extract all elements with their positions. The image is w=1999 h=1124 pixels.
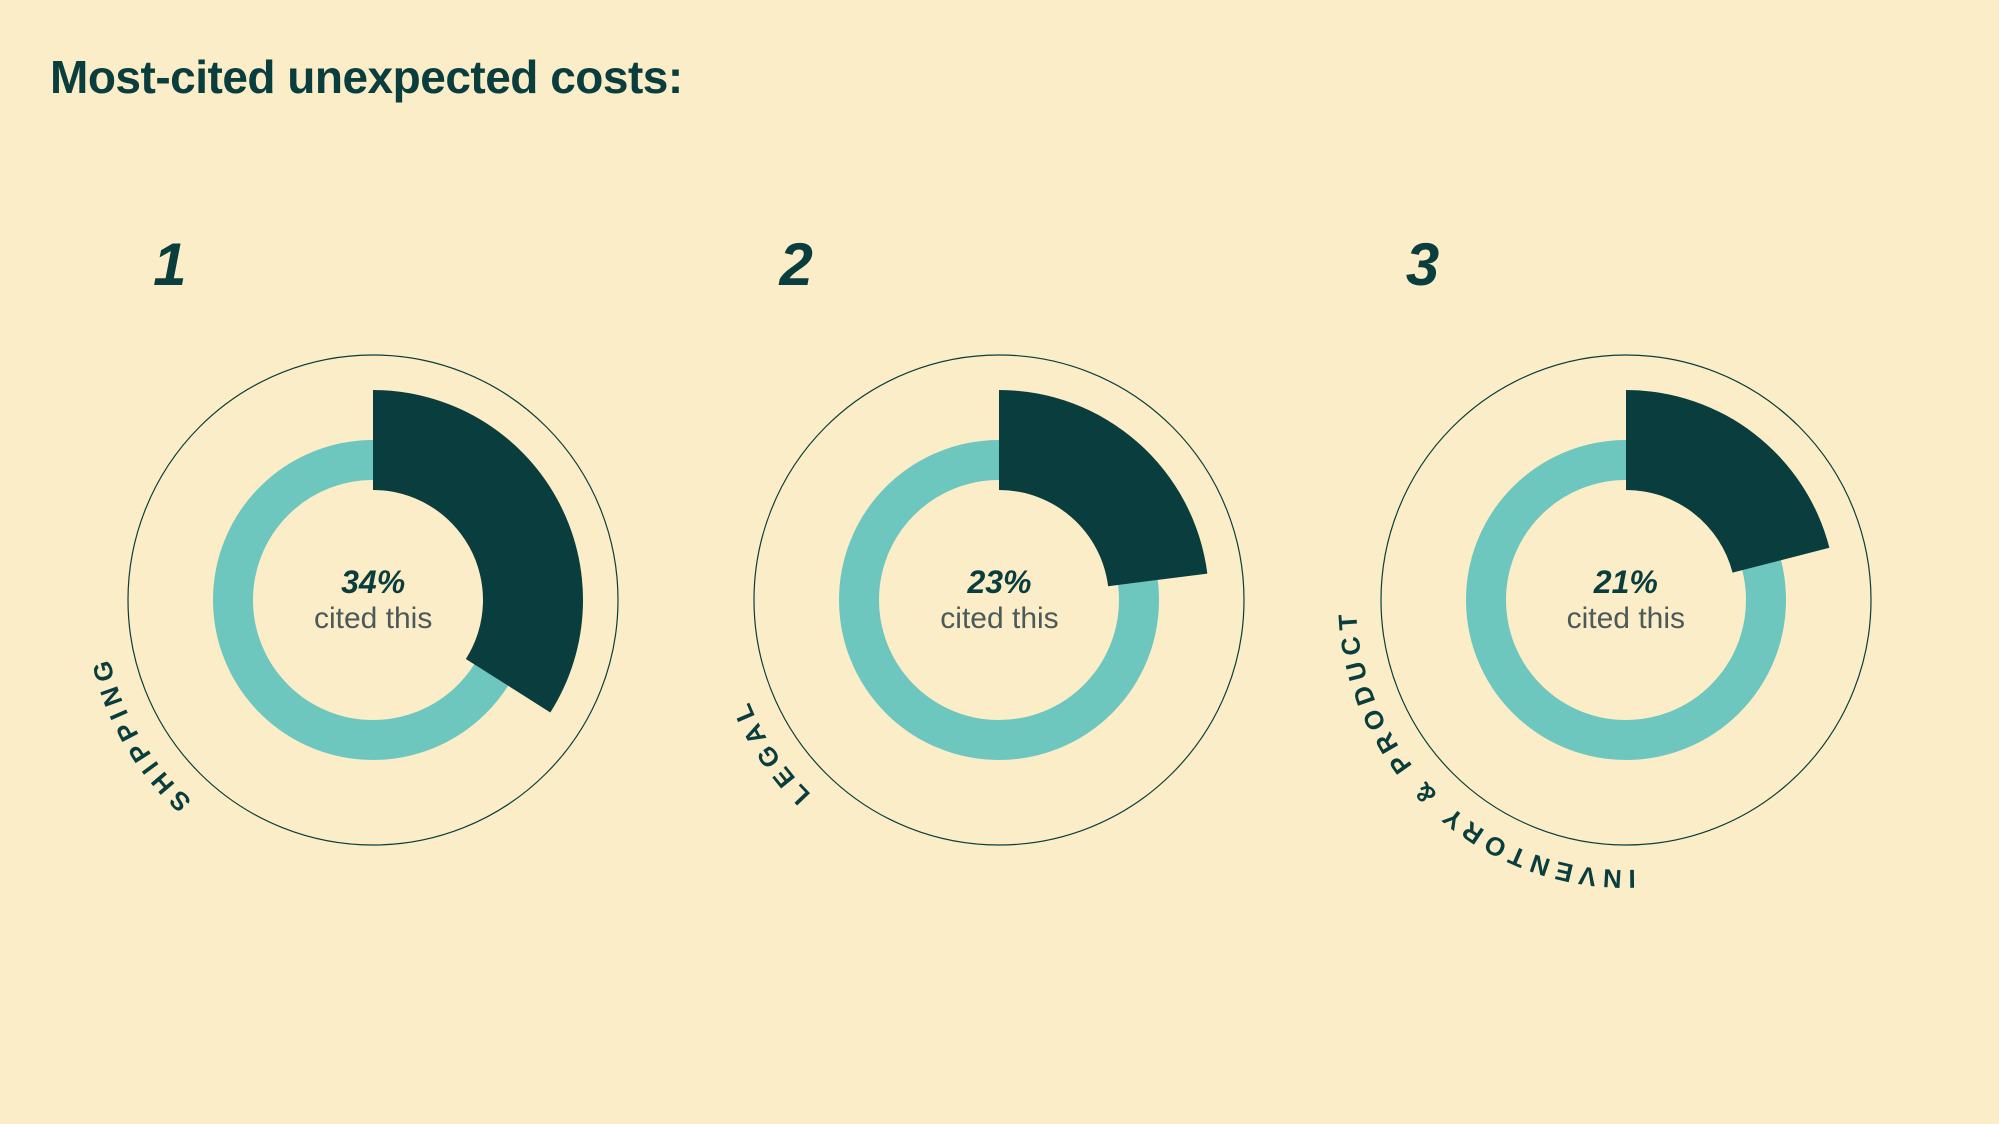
- rank-number: 2: [779, 230, 812, 299]
- donut-center: 23%cited this: [940, 563, 1058, 637]
- percent-subtext: cited this: [314, 601, 432, 637]
- page-title: Most-cited unexpected costs:: [50, 50, 683, 104]
- percent-subtext: cited this: [940, 601, 1058, 637]
- donut-slice: [1626, 390, 1829, 573]
- chart-block: 3 INVENTORY & PRODUCT21%cited this: [1346, 230, 1906, 930]
- donut-center: 21%cited this: [1567, 563, 1685, 637]
- chart-block: 2LEGAL23%cited this: [719, 230, 1279, 930]
- rank-number: 1: [153, 230, 186, 299]
- percent-value: 21%: [1567, 563, 1685, 601]
- percent-subtext: cited this: [1567, 601, 1685, 637]
- donut-slice: [999, 390, 1207, 586]
- percent-value: 23%: [940, 563, 1058, 601]
- donut-center: 34%cited this: [314, 563, 432, 637]
- donut-chart: SHIPPING34%cited this: [123, 350, 623, 850]
- donut-slice: [373, 390, 583, 713]
- donut-chart: LEGAL23%cited this: [749, 350, 1249, 850]
- charts-row: 1SHIPPING34%cited this2LEGAL23%cited thi…: [0, 230, 1999, 930]
- chart-label: LEGAL: [725, 694, 816, 811]
- rank-number: 3: [1406, 230, 1439, 299]
- percent-value: 34%: [314, 563, 432, 601]
- chart-block: 1 SHIPPING34%cited this: [93, 230, 653, 930]
- infographic-canvas: Most-cited unexpected costs: 1 SHIPPING34…: [0, 0, 1999, 1124]
- donut-chart: INVENTORY & PRODUCT21%cited this: [1376, 350, 1876, 850]
